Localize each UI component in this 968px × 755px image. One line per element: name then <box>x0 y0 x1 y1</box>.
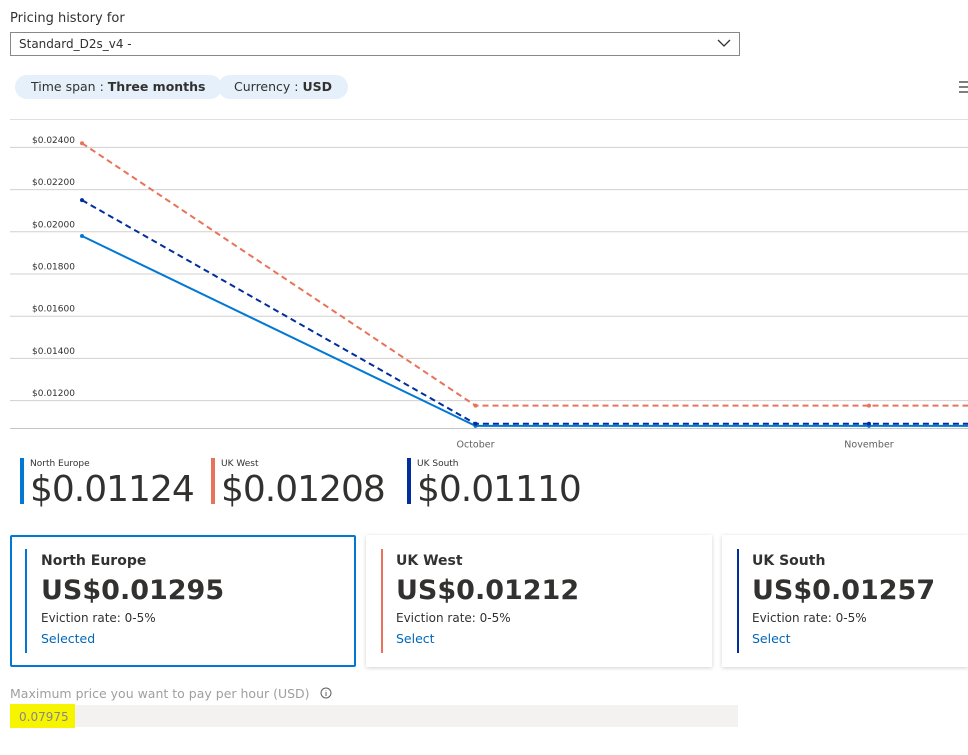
card-eviction: Eviction rate: 0-5% <box>396 611 511 625</box>
card-color-bar <box>25 549 27 653</box>
card-price: US$0.01295 <box>41 575 225 606</box>
currency-pill[interactable]: Currency : USD <box>218 75 349 99</box>
pricing-label: Pricing history for <box>10 11 125 26</box>
card-name: UK West <box>396 553 463 569</box>
vm-size-dropdown[interactable]: Standard_D2s_v4 - <box>10 32 740 56</box>
legend-color-bar <box>211 458 215 504</box>
region-card[interactable]: UK West US$0.01212 Eviction rate: 0-5% S… <box>366 535 712 667</box>
card-eviction: Eviction rate: 0-5% <box>41 611 156 625</box>
pill-label: Currency : <box>234 79 299 94</box>
y-tick-label: $0.01400 <box>32 347 75 357</box>
card-action[interactable]: Select <box>752 631 791 646</box>
card-action[interactable]: Select <box>396 631 435 646</box>
card-price: US$0.01212 <box>396 575 580 606</box>
x-tick-label: November <box>844 440 894 451</box>
y-tick-label: $0.02200 <box>32 178 75 188</box>
card-price: US$0.01257 <box>752 575 936 606</box>
card-name: North Europe <box>41 553 147 569</box>
max-price-value: 0.07975 <box>10 704 75 728</box>
legend-name: UK West <box>221 459 259 469</box>
plot-area <box>80 141 968 428</box>
card-name: UK South <box>752 553 826 569</box>
card-eviction: Eviction rate: 0-5% <box>752 611 867 625</box>
pill-label: Time span : <box>31 79 104 94</box>
time-span-pill[interactable]: Time span : Three months <box>15 75 222 99</box>
legend-price: $0.01208 <box>221 469 386 510</box>
legend-name: UK South <box>417 459 459 469</box>
y-tick-label: $0.02400 <box>32 136 75 146</box>
pill-value: USD <box>302 79 333 94</box>
y-tick-label: $0.02000 <box>32 220 75 230</box>
pill-value: Three months <box>107 79 206 94</box>
series-point <box>473 421 478 426</box>
series-point <box>867 421 871 426</box>
card-action[interactable]: Selected <box>41 631 96 646</box>
legend-color-bar <box>407 458 411 504</box>
max-price-label-text: Maximum price you want to pay per hour (… <box>10 686 310 701</box>
info-icon[interactable] <box>320 687 332 699</box>
y-tick-label: $0.01200 <box>32 389 75 399</box>
series-line <box>81 199 968 425</box>
x-tick-label: October <box>456 440 494 451</box>
max-price-label: Maximum price you want to pay per hour (… <box>10 686 332 701</box>
chevron <box>717 39 731 47</box>
series-point <box>867 403 871 408</box>
series-point <box>80 141 84 146</box>
series-line <box>81 235 968 427</box>
max-price-input[interactable]: 0.07975 <box>10 704 738 728</box>
region-card[interactable]: North Europe US$0.01295 Eviction rate: 0… <box>10 535 356 667</box>
legend-name: North Europe <box>30 459 90 469</box>
series-point <box>80 234 84 239</box>
menu-icon[interactable] <box>957 80 968 94</box>
y-tick-label: $0.01600 <box>32 305 75 315</box>
dropdown-value: Standard_D2s_v4 - <box>19 37 132 51</box>
legend-color-bar <box>20 458 24 504</box>
card-color-bar <box>381 549 383 653</box>
card-color-bar <box>737 549 739 653</box>
series-point <box>473 403 478 408</box>
series-point <box>80 198 84 203</box>
legend-price: $0.01124 <box>30 469 195 510</box>
region-card[interactable]: UK South US$0.01257 Eviction rate: 0-5% … <box>722 535 968 667</box>
legend-price: $0.01110 <box>417 469 582 510</box>
chart: $0.01200 $0.01400 $0.01600 $0.01800 $0.02000… <box>10 119 968 451</box>
y-tick-label: $0.01800 <box>32 263 75 273</box>
